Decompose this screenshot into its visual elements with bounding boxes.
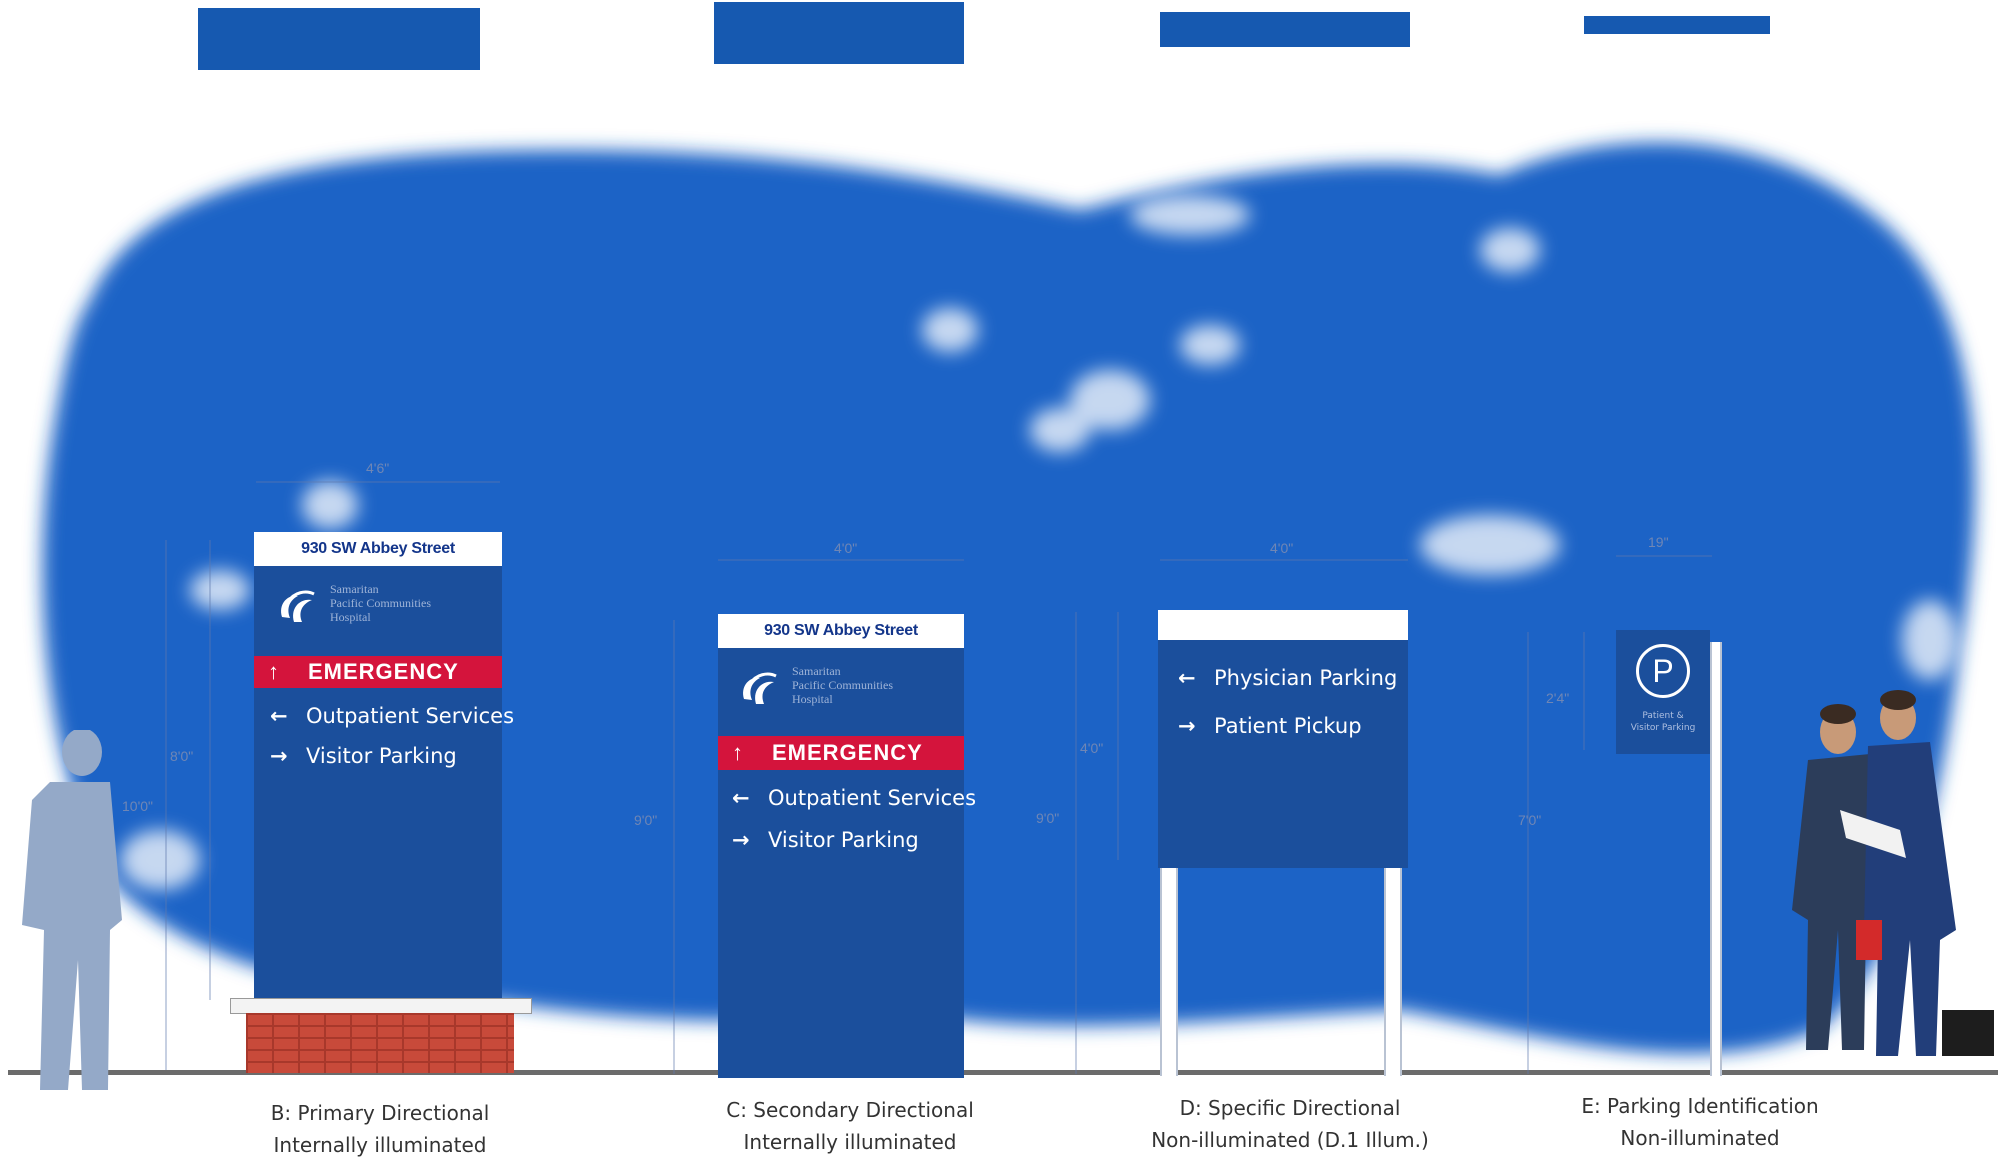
color-swatch-4 bbox=[1584, 16, 1770, 34]
parking-icon: P bbox=[1636, 644, 1690, 698]
caption-e-subtitle: Non-illuminated bbox=[1620, 1126, 1780, 1150]
people-group bbox=[1792, 690, 1994, 1056]
caption-d: D: Specific Directional Non-illuminated … bbox=[1130, 1092, 1450, 1156]
person-silhouette bbox=[22, 730, 122, 1090]
right-arrow-icon: → bbox=[270, 744, 288, 768]
sign-b-address: 930 SW Abbey Street bbox=[254, 532, 502, 566]
sign-b-brick-base bbox=[246, 1013, 514, 1073]
sign-b: 930 SW Abbey Street Samaritan Pacific Co… bbox=[254, 532, 514, 1002]
dim-c-width: 4'0" bbox=[834, 540, 858, 556]
sign-d-post-right bbox=[1384, 868, 1402, 1076]
dim-e-panel: 2'4" bbox=[1546, 690, 1570, 706]
sign-e-panel-text: Patient & Visitor Parking bbox=[1630, 711, 1696, 733]
sign-d: ← Physician Parking → Patient Pickup bbox=[1158, 610, 1408, 1080]
caption-e-title: E: Parking Identification bbox=[1581, 1094, 1819, 1118]
sign-d-direction-1: ← Physician Parking bbox=[1178, 666, 1398, 690]
sign-b-emergency: ↑ EMERGENCY bbox=[254, 656, 502, 688]
dim-b-height: 10'0" bbox=[122, 798, 154, 814]
sign-c-direction-2: → Visitor Parking bbox=[732, 828, 919, 852]
color-swatch-3 bbox=[1160, 12, 1410, 47]
sign-c-direction-1: ← Outpatient Services bbox=[732, 786, 977, 810]
color-swatch-1 bbox=[198, 8, 480, 70]
caption-b-subtitle: Internally illuminated bbox=[273, 1133, 487, 1157]
caption-b: B: Primary Directional Internally illumi… bbox=[230, 1097, 530, 1161]
sign-b-logo: Samaritan Pacific Communities Hospital bbox=[272, 582, 492, 642]
up-arrow-icon: ↑ bbox=[732, 740, 743, 765]
caption-c-subtitle: Internally illuminated bbox=[743, 1130, 957, 1154]
sign-d-panel bbox=[1158, 640, 1408, 868]
sign-b-direction-1: ← Outpatient Services bbox=[270, 704, 515, 728]
caption-d-subtitle: Non-illuminated (D.1 Illum.) bbox=[1151, 1128, 1429, 1152]
caption-c: C: Secondary Directional Internally illu… bbox=[700, 1094, 1000, 1158]
dim-d-panel: 4'0" bbox=[1080, 740, 1104, 756]
color-swatch-2 bbox=[714, 2, 964, 64]
sign-b-logo-text: Samaritan Pacific Communities Hospital bbox=[330, 582, 431, 624]
left-arrow-icon: ← bbox=[1178, 666, 1196, 690]
up-arrow-icon: ↑ bbox=[268, 659, 279, 684]
sign-e-post bbox=[1710, 642, 1722, 1076]
hospital-logo-icon bbox=[281, 590, 315, 622]
caption-b-title: B: Primary Directional bbox=[270, 1101, 490, 1125]
left-arrow-icon: ← bbox=[732, 786, 750, 810]
sign-d-post-left bbox=[1160, 868, 1178, 1076]
sign-e: P Patient & Visitor Parking bbox=[1616, 630, 1722, 1080]
sign-c-address: 930 SW Abbey Street bbox=[718, 614, 964, 648]
dim-c-height: 9'0" bbox=[634, 812, 658, 828]
dim-e-width: 19" bbox=[1648, 534, 1669, 550]
dim-b-width: 4'6" bbox=[366, 460, 390, 476]
ground-line bbox=[8, 1070, 1998, 1075]
hospital-logo-icon bbox=[743, 672, 777, 704]
right-arrow-icon: → bbox=[1178, 714, 1196, 738]
sign-d-direction-2: → Patient Pickup bbox=[1178, 714, 1362, 738]
right-arrow-icon: → bbox=[732, 828, 750, 852]
caption-e: E: Parking Identification Non-illuminate… bbox=[1540, 1090, 1860, 1154]
sign-c-logo: Samaritan Pacific Communities Hospital bbox=[734, 664, 954, 724]
caption-d-title: D: Specific Directional bbox=[1179, 1096, 1401, 1120]
sign-c: 930 SW Abbey Street Samaritan Pacific Co… bbox=[718, 614, 976, 1078]
dim-e-height: 7'0" bbox=[1518, 812, 1542, 828]
sign-d-topcap bbox=[1158, 610, 1408, 640]
sign-b-direction-2: → Visitor Parking bbox=[270, 744, 457, 768]
sign-c-emergency: ↑ EMERGENCY bbox=[718, 736, 964, 770]
dim-b-inner: 8'0" bbox=[170, 748, 194, 764]
dim-d-width: 4'0" bbox=[1270, 540, 1294, 556]
caption-c-title: C: Secondary Directional bbox=[726, 1098, 974, 1122]
left-arrow-icon: ← bbox=[270, 704, 288, 728]
sign-c-logo-text: Samaritan Pacific Communities Hospital bbox=[792, 664, 893, 706]
dim-d-height: 9'0" bbox=[1036, 810, 1060, 826]
